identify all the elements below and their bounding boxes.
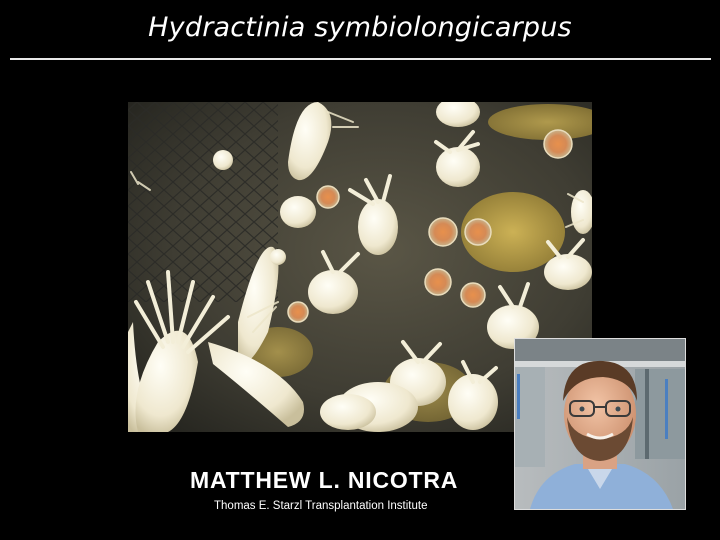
hydractinia-colony-photo xyxy=(128,102,592,432)
presenter-portrait-photo xyxy=(514,338,686,510)
colony-illustration xyxy=(128,102,592,432)
title-divider xyxy=(10,58,711,60)
portrait-illustration xyxy=(515,339,685,509)
presenter-name: MATTHEW L. NICOTRA xyxy=(190,467,459,493)
slide-title: Hydractinia symbiolongicarpus xyxy=(148,12,572,43)
presenter-affiliation: Thomas E. Starzl Transplantation Institu… xyxy=(214,500,428,512)
